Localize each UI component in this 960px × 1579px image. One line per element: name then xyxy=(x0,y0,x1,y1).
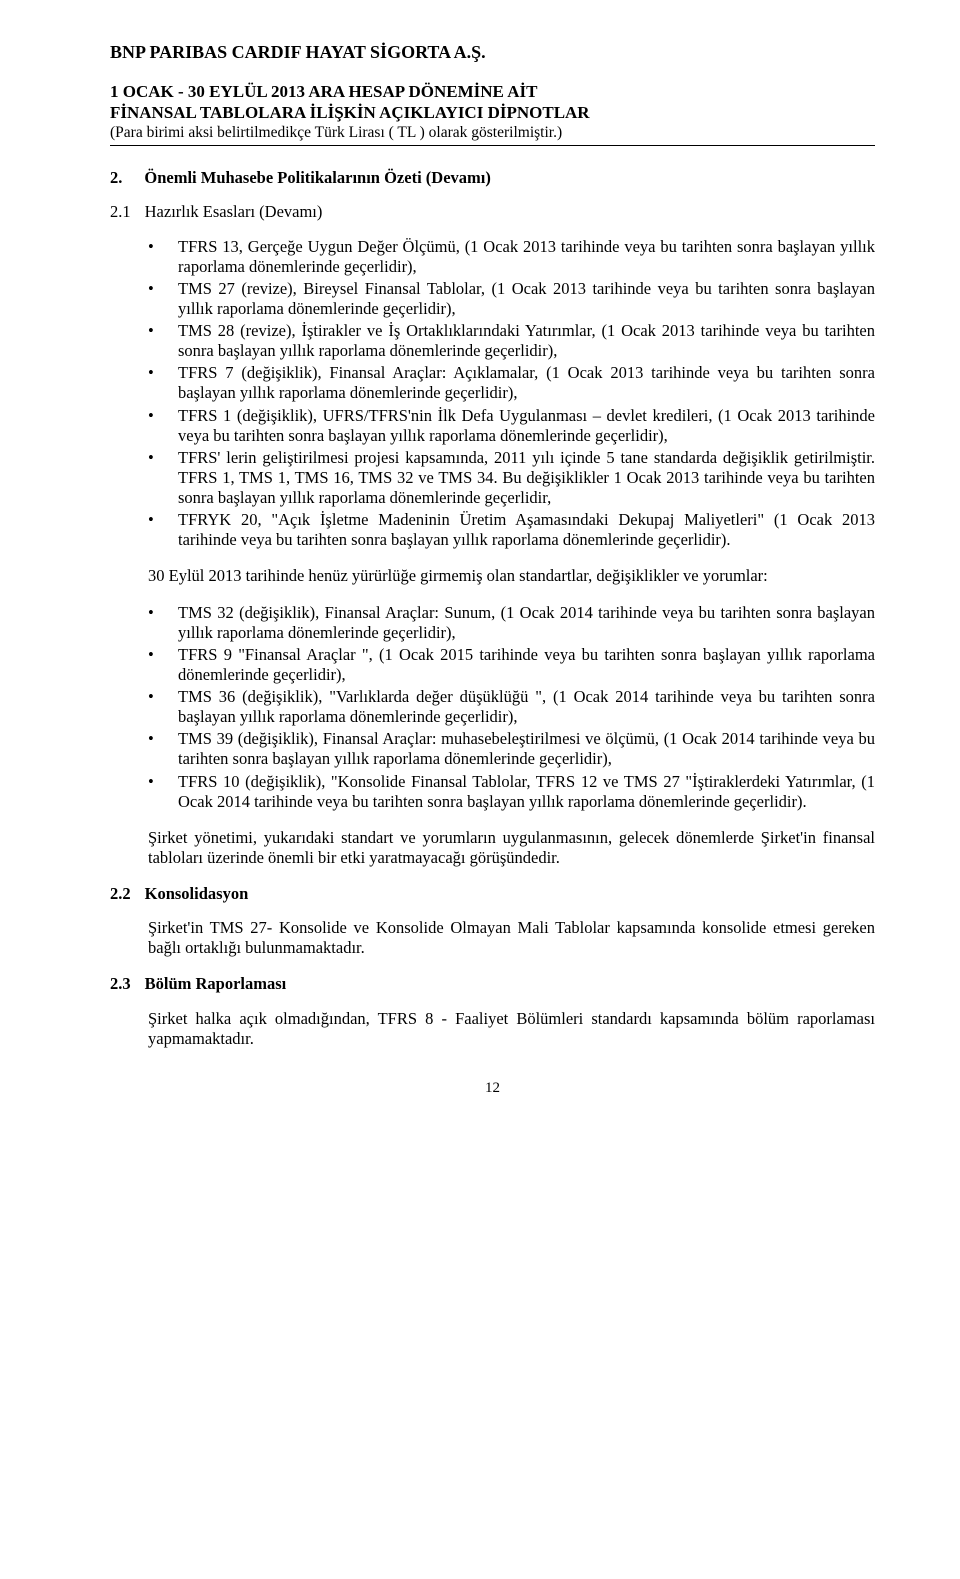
section-2-3-title: Bölüm Raporlaması xyxy=(145,974,875,994)
bullet-list-a: TFRS 13, Gerçeğe Uygun Değer Ölçümü, (1 … xyxy=(148,237,875,551)
section-2-2-body: Şirket'in TMS 27- Konsolide ve Konsolide… xyxy=(148,918,875,958)
company-title: BNP PARIBAS CARDIF HAYAT SİGORTA A.Ş. xyxy=(110,42,875,64)
section-2-1-heading: 2.1 Hazırlık Esasları (Devamı) xyxy=(110,202,875,222)
section-2-3-heading: 2.3 Bölüm Raporlaması xyxy=(110,974,875,994)
currency-note: (Para birimi aksi belirtilmedikçe Türk L… xyxy=(110,124,875,143)
list-item: TFRS 10 (değişiklik), "Konsolide Finansa… xyxy=(148,772,875,812)
list-item: TMS 36 (değişiklik), "Varlıklarda değer … xyxy=(148,687,875,727)
list-item: TMS 28 (revize), İştirakler ve İş Ortakl… xyxy=(148,321,875,361)
subheader-line-1: 1 OCAK - 30 EYLÜL 2013 ARA HESAP DÖNEMİN… xyxy=(110,82,875,103)
section-2-2-block: 2.2 Konsolidasyon Şirket'in TMS 27- Kons… xyxy=(110,884,875,958)
list-item: TFRS 13, Gerçeğe Uygun Değer Ölçümü, (1 … xyxy=(148,237,875,277)
section-2-number: 2. xyxy=(110,168,122,188)
list-item: TFRS' lerin geliştirilmesi projesi kapsa… xyxy=(148,448,875,508)
section-2-1-title: Hazırlık Esasları (Devamı) xyxy=(145,202,875,222)
paragraph-after-list-b: Şirket yönetimi, yukarıdaki standart ve … xyxy=(148,828,875,868)
section-2-2-number: 2.2 xyxy=(110,884,131,904)
section-2-title: Önemli Muhasebe Politikalarının Özeti (D… xyxy=(144,168,875,188)
paragraph-after-list-a: 30 Eylül 2013 tarihinde henüz yürürlüğe … xyxy=(148,566,875,586)
section-2-1-number: 2.1 xyxy=(110,202,131,222)
section-2-heading: 2. Önemli Muhasebe Politikalarının Özeti… xyxy=(110,168,875,188)
list-item: TFRS 1 (değişiklik), UFRS/TFRS'nin İlk D… xyxy=(148,406,875,446)
list-item: TFRS 9 "Finansal Araçlar ", (1 Ocak 2015… xyxy=(148,645,875,685)
header-rule xyxy=(110,145,875,146)
list-item: TMS 27 (revize), Bireysel Finansal Tablo… xyxy=(148,279,875,319)
subheader-line-2: FİNANSAL TABLOLARA İLİŞKİN AÇIKLAYICI Dİ… xyxy=(110,103,875,124)
list-item: TFRYK 20, "Açık İşletme Madeninin Üretim… xyxy=(148,510,875,550)
list-item: TMS 32 (değişiklik), Finansal Araçlar: S… xyxy=(148,603,875,643)
page-number: 12 xyxy=(110,1079,875,1097)
section-2-2-title: Konsolidasyon xyxy=(145,884,875,904)
list-item: TFRS 7 (değişiklik), Finansal Araçlar: A… xyxy=(148,363,875,403)
list-item: TMS 39 (değişiklik), Finansal Araçlar: m… xyxy=(148,729,875,769)
section-2-3-number: 2.3 xyxy=(110,974,131,994)
section-2-2-heading: 2.2 Konsolidasyon xyxy=(110,884,875,904)
section-2-3-body: Şirket halka açık olmadığından, TFRS 8 -… xyxy=(148,1009,875,1049)
page-container: BNP PARIBAS CARDIF HAYAT SİGORTA A.Ş. 1 … xyxy=(0,0,960,1147)
bullet-list-b: TMS 32 (değişiklik), Finansal Araçlar: S… xyxy=(148,603,875,812)
section-2-3-block: 2.3 Bölüm Raporlaması Şirket halka açık … xyxy=(110,974,875,1048)
